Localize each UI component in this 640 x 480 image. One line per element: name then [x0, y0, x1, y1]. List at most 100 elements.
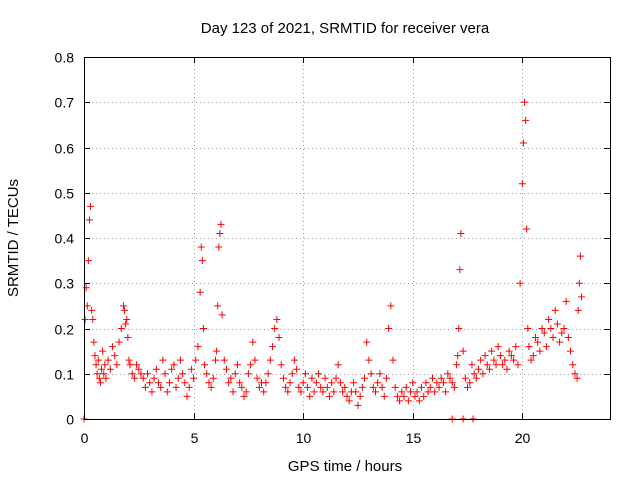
- data-point: [385, 325, 393, 332]
- data-point: [562, 297, 570, 305]
- data-point: [415, 397, 423, 405]
- data-point: [174, 374, 182, 382]
- x-tick-label: 15: [406, 430, 422, 446]
- data-point: [244, 370, 252, 378]
- data-point: [213, 347, 221, 355]
- data-point: [330, 388, 338, 396]
- data-point: [361, 374, 369, 382]
- data-point: [176, 356, 184, 364]
- data-point: [325, 392, 333, 400]
- data-point: [461, 374, 469, 382]
- data-point: [507, 352, 515, 360]
- data-point: [529, 352, 537, 360]
- data-point: [404, 397, 412, 405]
- data-points: [80, 98, 586, 423]
- data-point: [212, 356, 219, 364]
- data-point: [89, 315, 97, 323]
- data-point: [125, 356, 133, 364]
- data-point: [321, 374, 329, 382]
- data-point: [181, 379, 189, 387]
- data-point: [288, 370, 296, 378]
- data-point: [117, 325, 125, 332]
- data-point: [547, 325, 555, 332]
- data-point: [556, 338, 564, 346]
- data-point: [332, 374, 340, 382]
- x-axis-label: GPS time / hours: [288, 458, 402, 475]
- data-point: [328, 379, 336, 387]
- data-point: [433, 379, 441, 387]
- data-point: [286, 379, 294, 387]
- data-point: [455, 325, 463, 332]
- data-point: [172, 383, 180, 391]
- data-point: [567, 347, 575, 355]
- data-point: [91, 352, 99, 360]
- data-point: [238, 383, 246, 391]
- data-point: [522, 116, 530, 124]
- data-point: [341, 383, 349, 391]
- data-point: [485, 365, 493, 373]
- data-point: [185, 383, 193, 391]
- data-point: [310, 388, 318, 396]
- y-tick-label: 0.5: [55, 186, 75, 202]
- data-point: [133, 361, 141, 369]
- data-point: [367, 370, 375, 378]
- data-point: [170, 361, 178, 369]
- y-tick-label: 0.1: [55, 367, 75, 383]
- y-tick-label: 0.3: [55, 276, 75, 292]
- y-axis-label: SRMTID / TECUs: [5, 179, 22, 297]
- data-point: [275, 334, 283, 342]
- data-point: [236, 379, 244, 387]
- data-point: [479, 370, 487, 378]
- data-point: [345, 397, 353, 405]
- data-point: [92, 361, 100, 369]
- data-point: [137, 370, 145, 378]
- data-point: [501, 356, 509, 364]
- data-point: [365, 356, 373, 364]
- data-point: [538, 325, 546, 332]
- data-point: [573, 374, 581, 382]
- data-point: [84, 257, 92, 265]
- data-point: [282, 383, 290, 391]
- data-point: [514, 361, 522, 369]
- data-point: [437, 374, 445, 382]
- data-point: [229, 388, 237, 396]
- data-point: [251, 356, 259, 364]
- data-point: [488, 347, 496, 355]
- data-point: [516, 279, 524, 287]
- data-point: [242, 388, 250, 396]
- data-point: [459, 347, 467, 355]
- data-point: [536, 347, 544, 355]
- data-point: [90, 338, 98, 346]
- data-point: [260, 388, 268, 396]
- data-point: [214, 302, 222, 310]
- data-point: [148, 388, 156, 396]
- axis-ticks: 0 0.1 0.2 0.3 0.4 0.5 0.6 0.7 0.8 0 5 10 15 20: [55, 50, 610, 446]
- data-point: [128, 370, 136, 378]
- data-point: [578, 293, 586, 301]
- data-point: [505, 347, 513, 355]
- data-point: [481, 352, 489, 360]
- data-point: [428, 374, 436, 382]
- data-point: [95, 374, 103, 382]
- data-point: [378, 383, 386, 391]
- data-point: [336, 379, 344, 387]
- data-point: [454, 352, 462, 360]
- data-point: [402, 383, 410, 391]
- data-point: [227, 374, 235, 382]
- data-point: [483, 361, 491, 369]
- data-point: [453, 361, 461, 369]
- x-tick-label: 0: [81, 430, 89, 446]
- data-point: [350, 379, 358, 387]
- data-point: [240, 392, 248, 400]
- data-point: [334, 361, 342, 369]
- data-point: [205, 379, 213, 387]
- data-point: [163, 388, 171, 396]
- data-point: [284, 388, 292, 396]
- data-point: [81, 315, 89, 323]
- data-point: [262, 379, 270, 387]
- data-point: [150, 374, 158, 382]
- data-point: [111, 352, 119, 360]
- data-point: [190, 374, 198, 382]
- data-point: [448, 379, 456, 387]
- data-point: [225, 379, 233, 387]
